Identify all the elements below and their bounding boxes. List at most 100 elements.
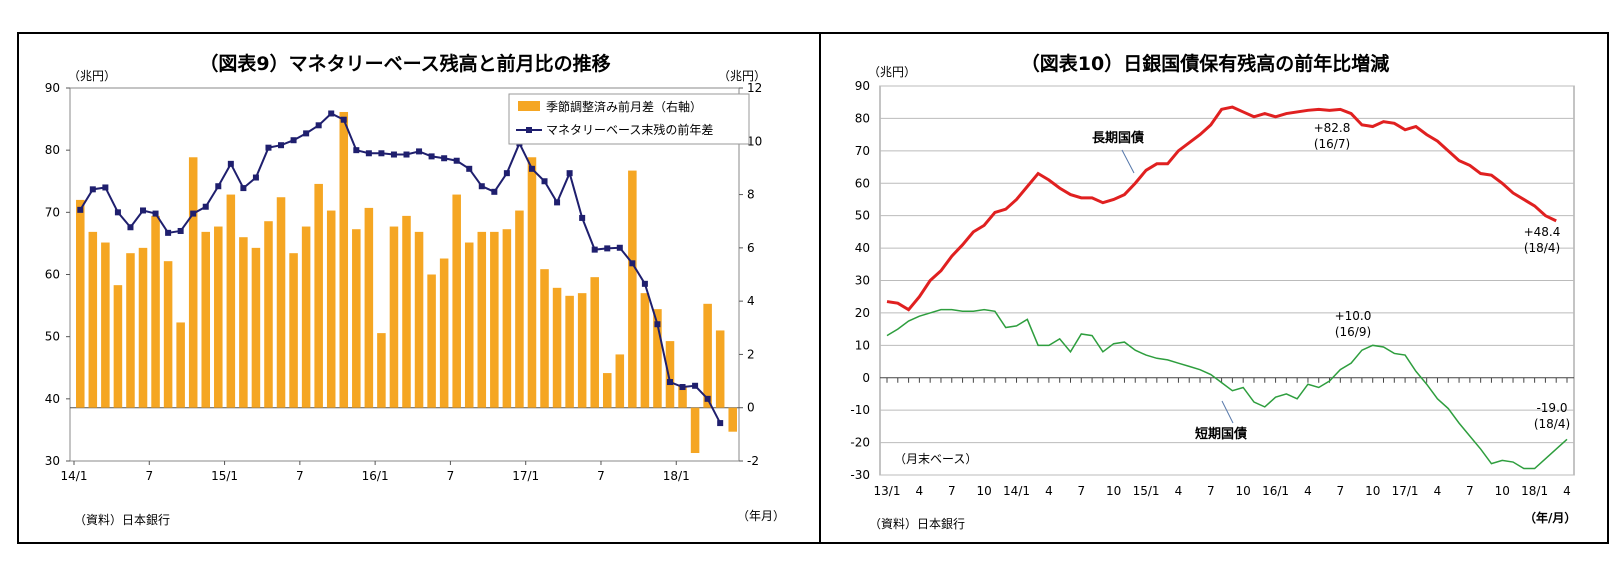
chart9-left-tick-label: 30 bbox=[45, 454, 60, 468]
chart10-y-tick-label: 10 bbox=[855, 338, 870, 352]
chart9-line-marker bbox=[390, 151, 397, 158]
chart9-bar bbox=[188, 157, 198, 408]
chart9-bar bbox=[101, 242, 110, 408]
chart9-bar bbox=[364, 207, 374, 408]
chart9-bar bbox=[615, 354, 625, 408]
chart9-line bbox=[79, 112, 722, 424]
chart9-left-unit: （兆円） bbox=[68, 69, 116, 83]
chart9-bar bbox=[690, 407, 700, 454]
chart9-left-tick-label: 70 bbox=[45, 205, 60, 219]
chart10-y-tick-label: 30 bbox=[855, 274, 870, 288]
chart9-line-marker bbox=[503, 170, 510, 177]
chart10-plot: 90 80 70 60 50 40 30 20 10 0 -10 -20 -30 13/1 4 7 10 14/1… bbox=[850, 79, 1575, 498]
chart9-line-marker bbox=[579, 214, 586, 221]
chart9-line-marker bbox=[378, 150, 385, 157]
chart9-line-marker bbox=[604, 245, 611, 252]
chart10-x-tick-label: 4 bbox=[1045, 484, 1053, 498]
chart9-bar bbox=[414, 231, 424, 408]
chart9-line-marker bbox=[365, 150, 372, 157]
chart9-legend: 季節調整済み前月差（右軸） マネタリーベース末残の前年差 bbox=[508, 93, 750, 145]
chart9-bar bbox=[113, 285, 123, 408]
chart9-line-marker bbox=[315, 122, 322, 129]
chart9-legend-box bbox=[508, 93, 750, 145]
chart9-x-tick-label: 16/1 bbox=[362, 469, 389, 483]
chart9-line-marker bbox=[127, 224, 134, 231]
chart10-annotation-date: (16/7) bbox=[1314, 137, 1350, 151]
chart9-line-marker bbox=[654, 321, 661, 328]
chart9-bar bbox=[640, 293, 650, 408]
chart10-x-tick-label: 13/1 bbox=[874, 484, 901, 498]
chart9-right-tick-label: -2 bbox=[747, 454, 759, 468]
chart10-y-tick-label: -10 bbox=[850, 403, 870, 417]
chart9-bar bbox=[151, 215, 160, 408]
chart9-line-marker bbox=[202, 203, 209, 210]
chart9-right-tick-label: 10 bbox=[747, 134, 762, 148]
chart9-line-marker bbox=[215, 183, 222, 190]
chart9-legend-line: マネタリーベース末残の前年差 bbox=[546, 122, 713, 137]
figure-frame bbox=[17, 32, 1609, 544]
chart9-right-tick-label: 4 bbox=[747, 294, 755, 308]
chart9-bar bbox=[377, 333, 386, 408]
chart9-line-marker bbox=[340, 116, 347, 123]
chart10-x-tick-label: 16/1 bbox=[1262, 484, 1289, 498]
chart9-line-marker bbox=[165, 229, 172, 236]
chart9-x-unit: （年月） bbox=[737, 509, 785, 523]
chart9-line-marker bbox=[453, 157, 460, 164]
chart9-right-tick-label: 2 bbox=[747, 347, 755, 361]
chart9-line-marker bbox=[692, 382, 699, 389]
chart9-line-marker bbox=[403, 151, 410, 158]
chart9-bar bbox=[427, 274, 436, 408]
chart9-bar bbox=[226, 194, 236, 408]
chart10-line-short-term bbox=[886, 308, 1568, 470]
chart10-label-long-term: 長期国債 bbox=[1092, 130, 1144, 146]
chart9-left-tick-label: 90 bbox=[45, 81, 60, 95]
chart10-x-tick-label: 7 bbox=[1466, 484, 1474, 498]
chart9-bar bbox=[314, 183, 323, 408]
chart9-bar bbox=[577, 293, 587, 408]
chart9-left-tick-label: 60 bbox=[45, 268, 60, 282]
chart9-bar bbox=[602, 373, 612, 408]
chart9-bar bbox=[251, 247, 261, 408]
chart9-x-tick-label: 14/1 bbox=[61, 469, 88, 483]
chart10-x-tick-label: 17/1 bbox=[1392, 484, 1419, 498]
chart9-bar bbox=[490, 231, 499, 408]
chart9-line-marker bbox=[89, 186, 96, 193]
chart10-annotation-date: (18/4) bbox=[1534, 417, 1570, 431]
chart10-y-tick-label: 80 bbox=[855, 111, 870, 125]
chart9-legend-bar: 季節調整済み前月差（右軸） bbox=[546, 99, 702, 114]
chart9-line-marker bbox=[227, 160, 234, 167]
chart10-annotation-value: +48.4 bbox=[1524, 225, 1561, 239]
chart10-x-unit: （年/月） bbox=[1524, 510, 1576, 525]
chart9-line-marker bbox=[328, 110, 335, 117]
chart9-right-tick-label: 12 bbox=[747, 81, 762, 95]
chart9-line-marker bbox=[679, 384, 686, 391]
chart10-source: （資料）日本銀行 bbox=[869, 517, 965, 531]
chart10-annotation-value: +82.8 bbox=[1314, 121, 1351, 135]
chart9-line-marker bbox=[177, 227, 184, 234]
chart9-line-marker bbox=[528, 165, 535, 172]
chart10-annotation-value: -19.0 bbox=[1536, 401, 1567, 415]
chart10-x-tick-label: 4 bbox=[1304, 484, 1312, 498]
chart9-line-marker bbox=[240, 185, 247, 192]
chart9-right-tick-label: 8 bbox=[747, 188, 755, 202]
chart9-line-marker bbox=[353, 147, 360, 154]
chart9-line-marker bbox=[102, 184, 109, 191]
chart9-line-marker bbox=[629, 260, 636, 267]
chart9-left-tick-label: 40 bbox=[45, 392, 60, 406]
chart9-x-tick-label: 15/1 bbox=[211, 469, 238, 483]
chart9-line-marker bbox=[428, 153, 435, 160]
chart9-bar bbox=[339, 111, 349, 408]
chart9-bar bbox=[76, 199, 85, 408]
chart10-label-short-term: 短期国債 bbox=[1195, 426, 1247, 442]
chart10-y-tick-label: 0 bbox=[862, 371, 870, 385]
chart9-line-marker bbox=[441, 155, 448, 162]
chart10-x-tick-label: 4 bbox=[1434, 484, 1442, 498]
chart10-arrow-long-term bbox=[1121, 149, 1135, 174]
chart9-line-marker bbox=[140, 207, 147, 214]
chart9-line-marker bbox=[616, 244, 623, 251]
chart9-bar bbox=[163, 261, 173, 408]
chart10-x-tick-label: 7 bbox=[1077, 484, 1085, 498]
chart9-bar bbox=[126, 253, 135, 408]
chart10-x-tick-label: 18/1 bbox=[1521, 484, 1548, 498]
chart9-bar bbox=[201, 231, 211, 408]
